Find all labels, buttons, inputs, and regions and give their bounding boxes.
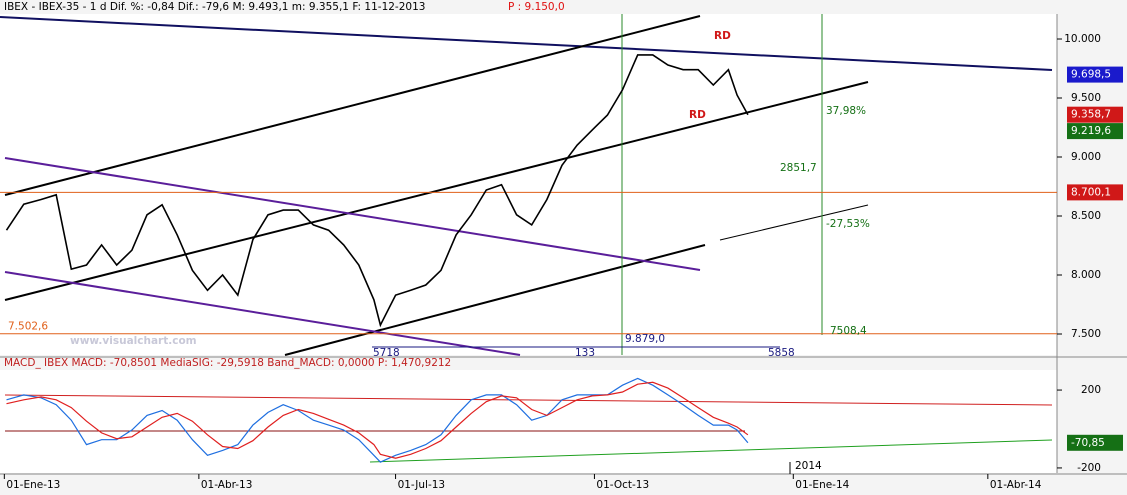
value-box	[1067, 66, 1123, 83]
reference-label: 7.502,6	[8, 321, 48, 333]
x-tick-label: 01-Abr-13	[201, 479, 253, 491]
x-tick-label: 01-Abr-14	[990, 479, 1042, 491]
annotation: 37,98%	[826, 105, 866, 117]
line	[6, 377, 749, 463]
value-box-label: 9.219,6	[1071, 125, 1111, 137]
trend-line	[0, 16, 1053, 71]
chart-title: IBEX - IBEX-35 - 1 d Dif. %: -0,84 Dif.:…	[4, 1, 425, 13]
line	[6, 381, 749, 459]
y-tick-label: 8.500	[1071, 210, 1101, 222]
trend-lines	[0, 14, 1053, 474]
value-box	[1067, 434, 1123, 451]
x-tick-label: 01-Oct-13	[596, 479, 649, 491]
value-box-label: 9.358,7	[1071, 109, 1111, 121]
line	[5, 54, 749, 328]
annotation: 133	[575, 347, 595, 359]
trend-line	[4, 81, 869, 301]
chart-title-price: P : 9.150,0	[508, 1, 565, 13]
trend-line	[369, 439, 1053, 463]
annotation: 2851,7	[780, 162, 817, 174]
value-box	[1067, 123, 1123, 140]
trend-line	[719, 204, 869, 241]
annotation: -27,53%	[826, 218, 870, 230]
value-box	[1067, 106, 1123, 123]
trend-line	[4, 157, 701, 271]
x-tick-label: 01-Ene-14	[795, 479, 849, 491]
macd-panel	[0, 370, 1057, 473]
x-tick-label: 01-Jul-13	[398, 479, 446, 491]
y-tick-label: 7.500	[1071, 328, 1101, 340]
annotation: RD	[689, 109, 706, 121]
trend-line	[4, 15, 701, 196]
annotation: www.visualchart.com	[70, 335, 197, 347]
macd-title: MACD_ IBEX MACD: -70,8501 MediaSIG: -29,…	[4, 357, 451, 369]
value-box-label: -70,85	[1071, 437, 1105, 449]
annotation: RD	[714, 30, 731, 42]
value-box-label: 9.698,5	[1071, 69, 1111, 81]
y-tick-label: 8.000	[1071, 269, 1101, 281]
y-tick-label: -200	[1077, 462, 1101, 474]
trend-line	[284, 244, 706, 356]
trend-line	[4, 394, 1053, 406]
annotation: 5858	[768, 347, 795, 359]
value-box	[1067, 184, 1123, 201]
y-tick-label: 10.000	[1064, 33, 1101, 45]
annotation: 5718	[373, 347, 400, 359]
trend-line	[4, 271, 521, 356]
y-tick-label: 9.500	[1071, 92, 1101, 104]
y-tick-label: 200	[1081, 384, 1101, 396]
reference-label: 8.700,1	[1071, 186, 1111, 198]
x-tick-label: 01-Ene-13	[6, 479, 60, 491]
annotation: 7508,4	[830, 325, 867, 337]
annotation: 9.879,0	[625, 333, 665, 345]
y-tick-label: 9.000	[1071, 151, 1101, 163]
price-panel	[0, 14, 1057, 355]
annotation: 2014	[795, 460, 822, 472]
